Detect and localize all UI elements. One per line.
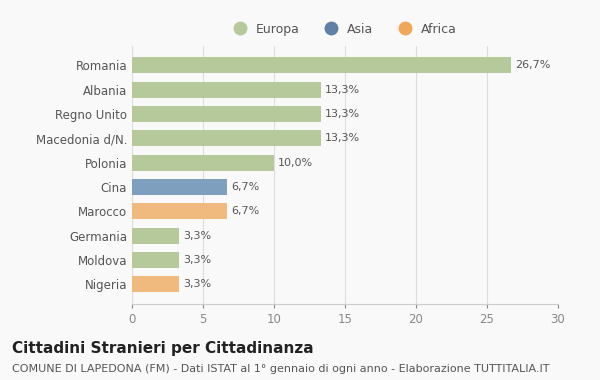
Text: 6,7%: 6,7% [232, 182, 260, 192]
Bar [132, 130, 321, 146]
Bar [132, 203, 227, 219]
Bar [132, 106, 321, 122]
Text: 26,7%: 26,7% [515, 60, 551, 70]
Text: 13,3%: 13,3% [325, 133, 360, 143]
Bar [132, 228, 179, 244]
Bar [132, 276, 179, 292]
Text: 13,3%: 13,3% [325, 85, 360, 95]
Text: 3,3%: 3,3% [183, 231, 211, 241]
Bar [132, 82, 321, 98]
Bar [132, 155, 274, 171]
Text: 3,3%: 3,3% [183, 255, 211, 265]
Text: 10,0%: 10,0% [278, 158, 313, 168]
Bar [132, 252, 179, 268]
Text: 3,3%: 3,3% [183, 279, 211, 289]
Bar [132, 57, 511, 73]
Bar [132, 179, 227, 195]
Text: Cittadini Stranieri per Cittadinanza: Cittadini Stranieri per Cittadinanza [12, 341, 314, 356]
Legend: Europa, Asia, Africa: Europa, Asia, Africa [228, 18, 462, 41]
Text: COMUNE DI LAPEDONA (FM) - Dati ISTAT al 1° gennaio di ogni anno - Elaborazione T: COMUNE DI LAPEDONA (FM) - Dati ISTAT al … [12, 364, 550, 374]
Text: 6,7%: 6,7% [232, 206, 260, 216]
Text: 13,3%: 13,3% [325, 109, 360, 119]
